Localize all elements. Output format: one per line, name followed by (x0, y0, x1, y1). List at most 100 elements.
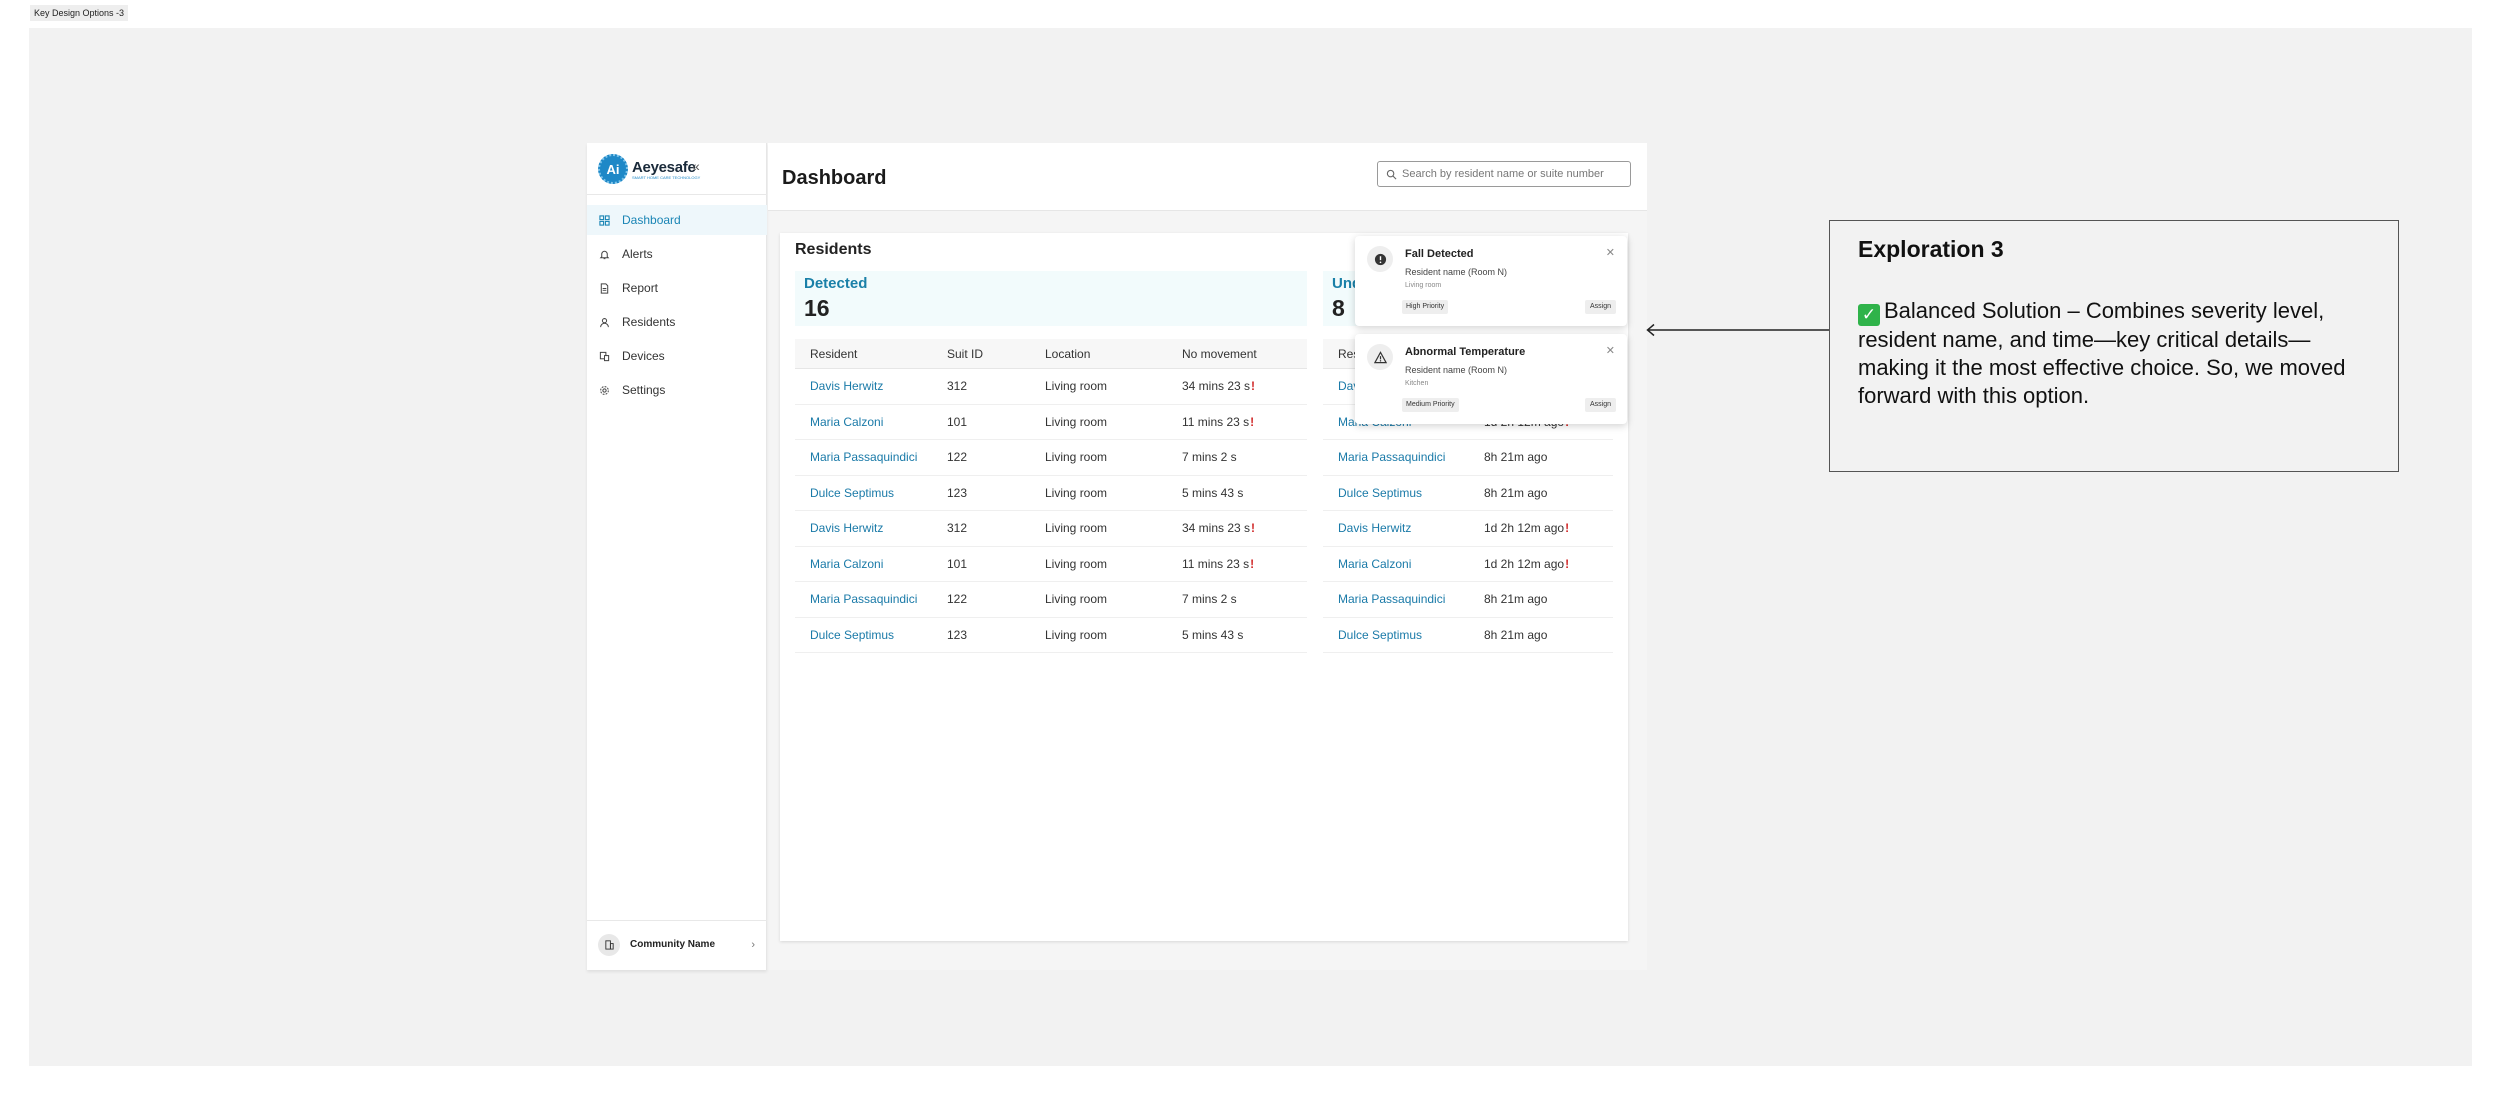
sidebar-item-alerts[interactable]: Alerts (587, 239, 767, 269)
last-seen-time-text: 8h 21m ago (1484, 485, 1548, 500)
no-movement-time: 11 mins 23 s! (1182, 415, 1254, 429)
assign-button[interactable]: Assign (1584, 300, 1616, 314)
resident-name-link[interactable]: Maria Calzoni (1338, 557, 1411, 571)
search-input[interactable] (1402, 168, 1622, 180)
location-text: Living room (1045, 485, 1108, 500)
suite-id-text: 123 (947, 627, 968, 642)
bell-icon (598, 248, 610, 260)
column-header-suite[interactable]: Suit ID (947, 347, 984, 361)
column-header-location[interactable]: Location (1045, 347, 1091, 361)
frame-label: Key Design Options -3 (30, 5, 129, 21)
table-row[interactable]: Dulce Septimus 123 Living room 5 mins 43 s (795, 618, 1307, 653)
resident-name-link[interactable]: Dulce Septimus (1338, 628, 1422, 642)
resident-name-link[interactable]: Maria Passaquindici (1338, 450, 1445, 464)
notification-title: Fall Detected (1405, 248, 1474, 260)
resident-name-link[interactable]: Davis Herwitz (1338, 521, 1411, 535)
detected-summary[interactable]: Detected 16 (795, 271, 1307, 326)
resident-name-link[interactable]: Maria Passaquindici (810, 450, 917, 464)
location: Living room (1045, 521, 1107, 535)
notification-abnormal-temperature[interactable]: Abnormal Temperature Resident name (Room… (1355, 334, 1627, 424)
sidebar-item-label: Dashboard (622, 213, 681, 227)
location: Living room (1045, 628, 1107, 642)
table-row[interactable]: Dulce Septimus 123 Living room 5 mins 43 s (795, 476, 1307, 511)
resident-name-link[interactable]: Dulce Septimus (810, 486, 894, 500)
sidebar-item-devices[interactable]: Devices (587, 341, 767, 371)
sidebar-item-residents[interactable]: Residents (587, 307, 767, 337)
assign-button[interactable]: Assign (1584, 398, 1616, 412)
sidebar-item-settings[interactable]: Settings (587, 375, 767, 405)
column-header-resident[interactable]: Resident (810, 347, 858, 361)
sidebar-item-report[interactable]: Report (587, 273, 767, 303)
suite-id: 122 (947, 450, 967, 464)
no-movement-time: 34 mins 23 s! (1182, 521, 1255, 535)
undetected-label: Und (1332, 275, 1362, 292)
resident-name-link-text: Dulce Septimus (1338, 627, 1423, 642)
resident-name-link-text: Davis Herwitz (1338, 521, 1412, 535)
table-row[interactable]: Maria Passaquindici 122 Living room 7 mins … (795, 440, 1307, 476)
sidebar-item-dashboard[interactable]: Dashboard (587, 205, 767, 235)
last-seen-time-text: 8h 21m ago (1484, 450, 1548, 464)
close-icon[interactable]: ✕ (1605, 247, 1615, 259)
community-switcher[interactable]: Community Name › (587, 920, 767, 968)
table-row[interactable]: Davis Herwitz 1d 2h 12m ago! (1323, 511, 1613, 547)
page-header: Dashboard (768, 143, 1647, 211)
suite-id: 123 (947, 486, 967, 500)
last-seen-time-text: 1d 2h 12m ago (1484, 521, 1565, 535)
resident-name-link[interactable]: Davis Herwitz (810, 521, 883, 535)
alert-exclamation-icon: ! (1250, 556, 1255, 571)
table-row[interactable]: Dulce Septimus 8h 21m ago (1323, 476, 1613, 511)
location-text: Living room (1045, 414, 1108, 429)
table-row[interactable]: Maria Passaquindici 8h 21m ago (1323, 440, 1613, 476)
resident-name-link-text: Maria Passaquindici (810, 592, 918, 606)
no-movement-time: 34 mins 23 s! (1182, 379, 1255, 393)
suite-id-text: 101 (947, 414, 968, 429)
location: Living room (1045, 379, 1107, 393)
community-name: Community Name (630, 939, 716, 950)
devices-icon (598, 350, 610, 362)
resident-name-link[interactable]: Maria Passaquindici (1338, 592, 1445, 606)
priority-badge: Medium Priority (1402, 398, 1459, 412)
notification-location: Living room (1405, 282, 1442, 289)
no-movement-time: 5 mins 43 s (1182, 486, 1243, 500)
sidebar-divider (587, 194, 767, 195)
warning-triangle-icon (1367, 344, 1393, 370)
brand-logo[interactable]: Ai Aeyesafe SMART HOME CARE TECHNOLOGY (598, 154, 700, 184)
close-icon[interactable]: ✕ (1605, 345, 1615, 357)
no-movement-time-text: 34 mins 23 s (1182, 379, 1251, 393)
collapse-sidebar-icon[interactable]: « (692, 158, 700, 174)
column-header-no-movement[interactable]: No movement (1182, 347, 1257, 361)
table-row[interactable]: Maria Calzoni 101 Living room 11 mins 23 s! (795, 547, 1307, 582)
resident-name-link[interactable]: Maria Passaquindici (810, 592, 917, 606)
resident-name-link[interactable]: Davis Herwitz (810, 379, 883, 393)
table-row[interactable]: Maria Passaquindici 122 Living room 7 mins … (795, 582, 1307, 618)
table-row[interactable]: Maria Passaquindici 8h 21m ago (1323, 582, 1613, 618)
search-box[interactable] (1377, 161, 1631, 187)
table-row[interactable]: Davis Herwitz 312 Living room 34 mins 23 s! (795, 369, 1307, 405)
resident-name-link[interactable]: Dulce Septimus (1338, 486, 1422, 500)
resident-name-link[interactable]: Maria Calzoni (810, 557, 883, 571)
alert-exclamation-icon: ! (1250, 414, 1255, 429)
brand-name: Aeyesafe (632, 158, 696, 176)
no-movement-time-text: 11 mins 23 s (1182, 414, 1250, 429)
alert-exclamation-icon: ! (1251, 521, 1256, 535)
chevron-right-icon: › (751, 938, 755, 951)
detected-label: Detected (804, 275, 868, 292)
table-row[interactable]: Davis Herwitz 312 Living room 34 mins 23 s! (795, 511, 1307, 547)
notification-fall-detected[interactable]: Fall Detected Resident name (Room N) Liv… (1355, 236, 1627, 326)
document-icon (598, 282, 610, 294)
table-header: Resident Suit ID Location No movement (795, 339, 1307, 369)
table-row[interactable]: Dulce Septimus 8h 21m ago (1323, 618, 1613, 653)
resident-name-link-text: Dulce Septimus (810, 627, 895, 642)
resident-name-link[interactable]: Maria Calzoni (810, 415, 883, 429)
resident-name-link[interactable]: Dav (1338, 379, 1359, 393)
sidebar-item-label: Residents (622, 315, 676, 329)
sidebar-item-label: Settings (622, 383, 666, 397)
no-movement-time: 5 mins 43 s (1182, 628, 1243, 642)
table-row[interactable]: Maria Calzoni 101 Living room 11 mins 23 s! (795, 405, 1307, 440)
column-header-resident[interactable]: Res (1338, 347, 1360, 361)
brand-tagline: SMART HOME CARE TECHNOLOGY (632, 174, 701, 180)
resident-name-link-text: Maria Calzoni (810, 414, 884, 429)
table-row[interactable]: Maria Calzoni 1d 2h 12m ago! (1323, 547, 1613, 582)
resident-name-link[interactable]: Dulce Septimus (810, 628, 894, 642)
check-icon: ✓ (1858, 304, 1880, 326)
